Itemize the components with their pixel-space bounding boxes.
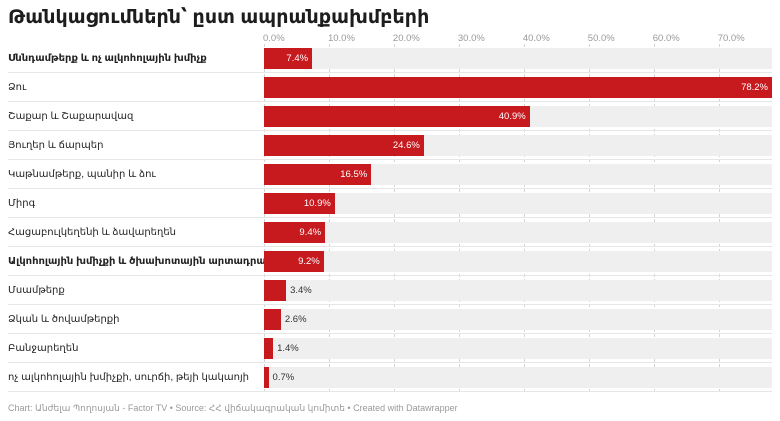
row-divider [8, 101, 772, 102]
row-divider [8, 159, 772, 160]
category-label: Մսամթերք [8, 285, 65, 296]
bar-value-label: 2.6% [284, 314, 307, 325]
bar [264, 251, 324, 272]
x-tick-label: 20.0% [392, 33, 420, 44]
bar [264, 338, 274, 359]
category-label: Բանջարեղեն [8, 343, 79, 354]
x-tick-label: 0.0% [263, 33, 285, 44]
category-label: Ձկան և ծովամթերքի [8, 314, 120, 325]
bar-row: Շաքար և Շաքարավազ 40.9% [0, 102, 780, 131]
bar [264, 135, 424, 156]
bar [264, 77, 772, 98]
bar [264, 106, 530, 127]
bar-row: Յուղեր և ճարպեր 24.6% [0, 131, 780, 160]
bar-track [264, 309, 772, 330]
bar-value-label: 40.9% [498, 111, 526, 122]
row-divider [8, 275, 772, 276]
x-gridline [588, 44, 590, 392]
bar-track [264, 48, 772, 69]
bar [264, 309, 281, 330]
chart-title: Թանկացումներն՝ ըստ ապրանքախմբերի [8, 7, 430, 28]
x-gridline [264, 44, 265, 392]
category-label: Յուղեր և ճարպեր [8, 140, 104, 151]
row-divider [8, 246, 772, 247]
bar-value-label: 1.4% [277, 343, 299, 354]
category-label: ոչ ալկոհոլային խմիչքի, սուրճի, թեյի կակա… [8, 372, 250, 383]
bar [264, 222, 326, 243]
bar-track [264, 338, 772, 359]
bar-value-label: 16.5% [340, 169, 368, 180]
bar-track [264, 280, 772, 301]
category-label: Շաքար և Շաքարավազ [8, 111, 134, 122]
row-divider [8, 188, 772, 189]
row-divider [8, 333, 772, 334]
x-gridline [718, 44, 720, 392]
bar [264, 280, 287, 301]
bar [264, 193, 335, 214]
x-gridline [653, 44, 655, 392]
category-label: Ալկոհոլային խմիչքի և ծխախոտային արտադրատ… [8, 256, 324, 267]
bar-track [264, 222, 772, 243]
row-divider [8, 362, 772, 363]
x-tick-label: 70.0% [717, 33, 745, 44]
bar-value-label: 7.4% [286, 53, 309, 64]
row-divider [8, 72, 772, 73]
category-label: Կաթնամթերք, պանիր և ձու [8, 169, 156, 180]
bar-row: Սննդամթերք և ոչ ալկոհոլային խմիչք 7.4% [0, 44, 780, 73]
bar-track [264, 193, 772, 214]
bar-row: Հացաբուլկեղենի և ձավարեղեն 9.4% [0, 218, 780, 247]
x-gridline [523, 44, 525, 392]
bar-row: Միրգ 10.9% [0, 189, 780, 218]
x-tick-label: 30.0% [457, 33, 485, 44]
bar-row: Բանջարեղեն 1.4% [0, 334, 780, 363]
bar-value-label: 0.7% [272, 372, 295, 383]
bar-value-label: 10.9% [303, 198, 331, 209]
category-label: Միրգ [8, 198, 36, 209]
bar-track [264, 251, 772, 272]
row-divider [8, 304, 772, 305]
bar-row: ոչ ալկոհոլային խմիչքի, սուրճի, թեյի կակա… [0, 363, 780, 392]
row-divider [8, 217, 772, 218]
x-tick-label: 60.0% [652, 33, 680, 44]
x-tick-label: 40.0% [522, 33, 550, 44]
x-tick-label: 10.0% [327, 33, 355, 44]
category-label: Ձու [8, 82, 27, 93]
category-label: Հացաբուլկեղենի և ձավարեղեն [8, 227, 177, 238]
bar-value-label: 9.2% [298, 256, 320, 267]
row-divider [8, 130, 772, 131]
bar-value-label: 24.6% [392, 140, 420, 151]
x-gridline [458, 44, 460, 392]
bar-track [264, 164, 772, 185]
bar [264, 164, 372, 185]
bar-value-label: 3.4% [290, 285, 312, 296]
bar-row: Ձկան և ծովամթերքի 2.6% [0, 305, 780, 334]
bar-value-label: 9.4% [299, 227, 322, 238]
bar-value-label: 78.2% [741, 82, 768, 93]
bar [264, 48, 313, 69]
x-tick-label: 50.0% [587, 33, 615, 44]
bar-track [264, 367, 772, 388]
bar [264, 367, 269, 388]
x-gridline [328, 44, 330, 392]
bar-row: Մսամթերք 3.4% [0, 276, 780, 305]
x-gridline [393, 44, 395, 392]
bar-row: Կաթնամթերք, պանիր և ձու 16.5% [0, 160, 780, 189]
row-divider [8, 391, 772, 392]
x-axis-labels: 0.0% 10.0% 20.0% 30.0% 40.0% 50.0% 60.0% 70.0% [0, 33, 780, 47]
bar-row: Ալկոհոլային խմիչքի և ծխախոտային արտադրատ… [0, 247, 780, 276]
category-label: Սննդամթերք և ոչ ալկոհոլային խմիչք [8, 53, 207, 64]
chart-footer: Chart: Անժելա Պողոսյան - Factor TV • Sou… [8, 403, 458, 413]
bar-row: Ձու 78.2% [0, 73, 780, 102]
